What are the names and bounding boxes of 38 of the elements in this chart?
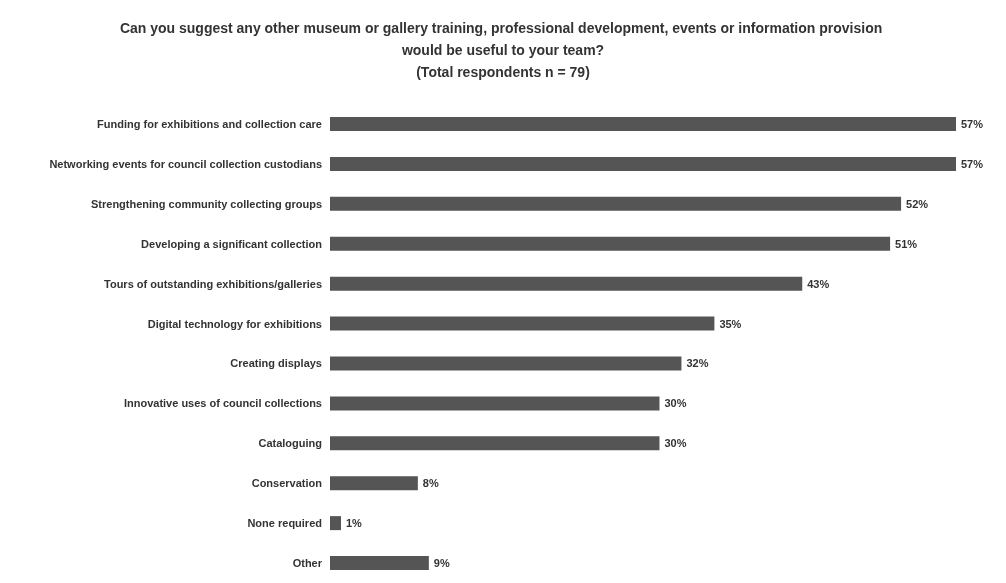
- data-label: 51%: [895, 237, 918, 250]
- data-label: 30%: [664, 437, 687, 450]
- y-tick-label: Creating displays: [230, 357, 322, 370]
- data-label: 57%: [961, 157, 984, 170]
- bar: [330, 436, 660, 451]
- y-tick-label: Funding for exhibitions and collection care: [97, 117, 322, 130]
- y-tick-label: Conservation: [251, 477, 323, 490]
- data-label: 32%: [686, 357, 709, 370]
- y-tick-label: Tours of outstanding exhibitions/galleries: [104, 277, 322, 290]
- bar: [330, 516, 341, 531]
- y-tick-label: None required: [247, 517, 322, 530]
- bar: [330, 196, 902, 211]
- bar: [330, 276, 803, 291]
- bar: [330, 236, 891, 251]
- data-label: 35%: [719, 317, 742, 330]
- y-tick-label: Innovative uses of council collections: [123, 397, 322, 410]
- bar: [330, 476, 418, 491]
- bar: [330, 156, 956, 171]
- data-label: 57%: [961, 117, 984, 130]
- data-label: 30%: [664, 397, 687, 410]
- y-tick-label: Digital technology for exhibitions: [147, 317, 322, 330]
- chart-subtitle: (Total respondents n = 79): [416, 64, 590, 80]
- bar: [330, 316, 715, 331]
- data-label: 52%: [906, 197, 929, 210]
- y-tick-label: Other: [292, 557, 323, 570]
- bar: [330, 556, 429, 571]
- bar: [330, 396, 660, 411]
- y-tick-label: Strengthening community collecting groups: [90, 197, 322, 210]
- bar: [330, 356, 682, 371]
- bar: [330, 116, 956, 131]
- y-tick-label: Cataloguing: [258, 437, 322, 450]
- data-label: 43%: [807, 277, 830, 290]
- y-tick-label: Developing a significant collection: [141, 237, 323, 250]
- data-label: 1%: [345, 517, 363, 530]
- chart-title: Can you suggest any other museum or gallery training, professional development, events or information provision would be useful to your team?: [119, 20, 887, 58]
- data-label: 8%: [422, 477, 439, 490]
- data-label: 9%: [433, 557, 450, 570]
- y-tick-label: Networking events for council collection custodians: [49, 157, 322, 170]
